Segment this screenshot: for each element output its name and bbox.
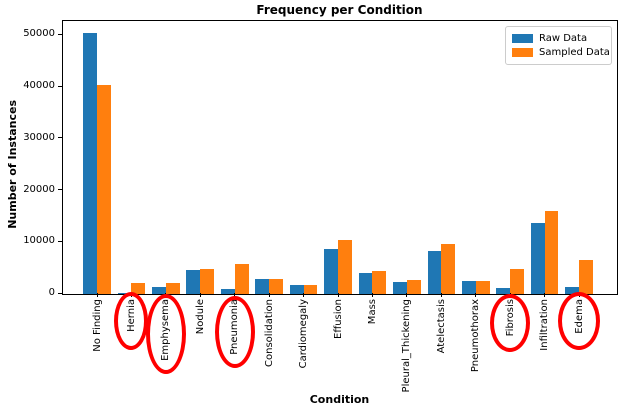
x-tick-mark xyxy=(234,293,236,297)
bar-sampled-data-mass xyxy=(372,270,387,294)
x-tick-label-cardiomegaly: Cardiomegaly xyxy=(298,299,310,369)
bar-raw-data-pleural-thickening xyxy=(393,282,407,294)
bar-raw-data-emphysema xyxy=(152,286,166,294)
y-tick-mark xyxy=(58,137,62,139)
y-tick-label: 10000 xyxy=(23,235,55,247)
bar-raw-data-no-finding xyxy=(83,32,97,294)
y-axis-label: Number of Instances xyxy=(6,100,19,229)
bar-raw-data-fibrosis xyxy=(496,287,511,294)
x-tick-label-effusion: Effusion xyxy=(332,299,344,339)
bar-sampled-data-infiltration xyxy=(544,211,559,294)
bar-sampled-data-fibrosis xyxy=(510,268,524,294)
bar-sampled-data-pleural-thickening xyxy=(406,279,421,294)
circle-annotation-edema xyxy=(558,292,601,350)
y-tick-label: 30000 xyxy=(23,131,55,143)
y-tick-label: 20000 xyxy=(23,183,55,195)
bar-raw-data-effusion xyxy=(324,249,338,294)
legend-label-raw-data: Raw Data xyxy=(539,33,588,44)
x-axis-label: Condition xyxy=(309,393,370,406)
x-tick-mark xyxy=(406,293,408,297)
y-tick-mark xyxy=(58,189,62,191)
bar-sampled-data-nodule xyxy=(200,268,215,294)
bar-raw-data-mass xyxy=(358,273,373,294)
x-tick-label-consolidation: Consolidation xyxy=(263,299,275,367)
bar-sampled-data-consolidation xyxy=(269,278,283,294)
y-tick-mark xyxy=(58,292,62,294)
legend-item-raw-data: Raw Data xyxy=(512,32,605,45)
bar-raw-data-pneumothorax xyxy=(461,280,476,294)
x-tick-label-no-finding: No Finding xyxy=(91,299,103,352)
x-tick-label-atelectasis: Atelectasis xyxy=(435,299,447,354)
circle-annotation-pneumonia xyxy=(214,296,255,368)
x-tick-mark xyxy=(371,293,373,297)
x-tick-mark xyxy=(475,293,477,297)
bar-sampled-data-no-finding xyxy=(97,84,111,294)
bar-sampled-data-cardiomegaly xyxy=(303,284,318,294)
x-tick-mark xyxy=(199,293,201,297)
bar-sampled-data-pneumothorax xyxy=(475,280,490,294)
x-tick-mark xyxy=(96,293,98,297)
bar-raw-data-nodule xyxy=(186,269,201,294)
circle-annotation-hernia xyxy=(114,292,149,350)
legend-label-sampled-data: Sampled Data xyxy=(539,47,610,58)
y-tick-mark xyxy=(58,85,62,87)
bar-sampled-data-atelectasis xyxy=(441,244,456,294)
bar-sampled-data-edema xyxy=(579,259,593,294)
x-tick-mark xyxy=(268,293,270,297)
bar-raw-data-cardiomegaly xyxy=(289,285,304,294)
x-tick-mark xyxy=(544,293,546,297)
bar-raw-data-infiltration xyxy=(530,222,545,294)
bar-sampled-data-hernia xyxy=(131,282,146,294)
x-tick-mark xyxy=(440,293,442,297)
y-tick-mark xyxy=(58,33,62,35)
legend-swatch-raw-data xyxy=(512,34,533,43)
legend-swatch-sampled-data xyxy=(512,48,533,57)
x-tick-label-pneumothorax: Pneumothorax xyxy=(470,299,482,373)
bar-raw-data-edema xyxy=(565,287,580,294)
x-tick-mark xyxy=(303,293,305,297)
y-tick-label: 50000 xyxy=(23,28,55,40)
x-tick-label-nodule: Nodule xyxy=(194,299,206,335)
bar-sampled-data-pneumonia xyxy=(234,264,249,294)
legend: Raw Data Sampled Data xyxy=(505,26,612,65)
x-tick-label-mass: Mass xyxy=(366,299,378,325)
chart-title: Frequency per Condition xyxy=(256,3,423,17)
x-tick-mark xyxy=(337,293,339,297)
bar-sampled-data-effusion xyxy=(338,240,352,294)
bar-raw-data-consolidation xyxy=(255,279,270,294)
x-tick-label-pleural-thickening: Pleural_Thickening xyxy=(401,299,413,393)
y-tick-mark xyxy=(58,240,62,242)
circle-annotation-fibrosis xyxy=(490,294,531,352)
bar-sampled-data-emphysema xyxy=(165,282,180,294)
plot-area xyxy=(62,20,618,295)
x-tick-label-infiltration: Infiltration xyxy=(539,299,551,351)
bar-raw-data-atelectasis xyxy=(427,251,442,294)
y-tick-label: 0 xyxy=(48,287,55,298)
legend-item-sampled-data: Sampled Data xyxy=(512,46,610,59)
y-tick-label: 40000 xyxy=(23,80,55,92)
bar-raw-data-pneumonia xyxy=(220,289,235,294)
circle-annotation-emphysema xyxy=(145,294,186,374)
